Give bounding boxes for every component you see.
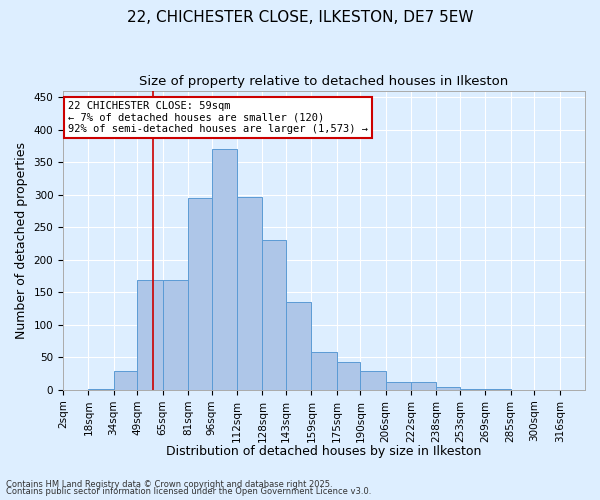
Bar xyxy=(212,149,237,390)
Text: Contains public sector information licensed under the Open Government Licence v3: Contains public sector information licen… xyxy=(6,487,371,496)
Title: Size of property relative to detached houses in Ilkeston: Size of property relative to detached ho… xyxy=(139,75,509,88)
Bar xyxy=(262,240,286,390)
Bar xyxy=(337,362,361,390)
Text: 22, CHICHESTER CLOSE, ILKESTON, DE7 5EW: 22, CHICHESTER CLOSE, ILKESTON, DE7 5EW xyxy=(127,10,473,25)
Bar xyxy=(88,388,113,390)
Bar xyxy=(311,352,337,390)
Bar xyxy=(411,382,436,390)
Bar xyxy=(113,371,137,390)
Bar xyxy=(286,302,311,390)
Bar xyxy=(460,388,485,390)
Bar xyxy=(137,280,163,390)
Bar xyxy=(485,388,511,390)
Bar xyxy=(188,198,212,390)
Y-axis label: Number of detached properties: Number of detached properties xyxy=(15,142,28,338)
Bar xyxy=(163,280,188,390)
Bar xyxy=(436,386,460,390)
Text: Contains HM Land Registry data © Crown copyright and database right 2025.: Contains HM Land Registry data © Crown c… xyxy=(6,480,332,489)
Bar xyxy=(237,198,262,390)
Bar xyxy=(361,371,386,390)
X-axis label: Distribution of detached houses by size in Ilkeston: Distribution of detached houses by size … xyxy=(166,444,482,458)
Bar xyxy=(386,382,411,390)
Text: 22 CHICHESTER CLOSE: 59sqm
← 7% of detached houses are smaller (120)
92% of semi: 22 CHICHESTER CLOSE: 59sqm ← 7% of detac… xyxy=(68,101,368,134)
